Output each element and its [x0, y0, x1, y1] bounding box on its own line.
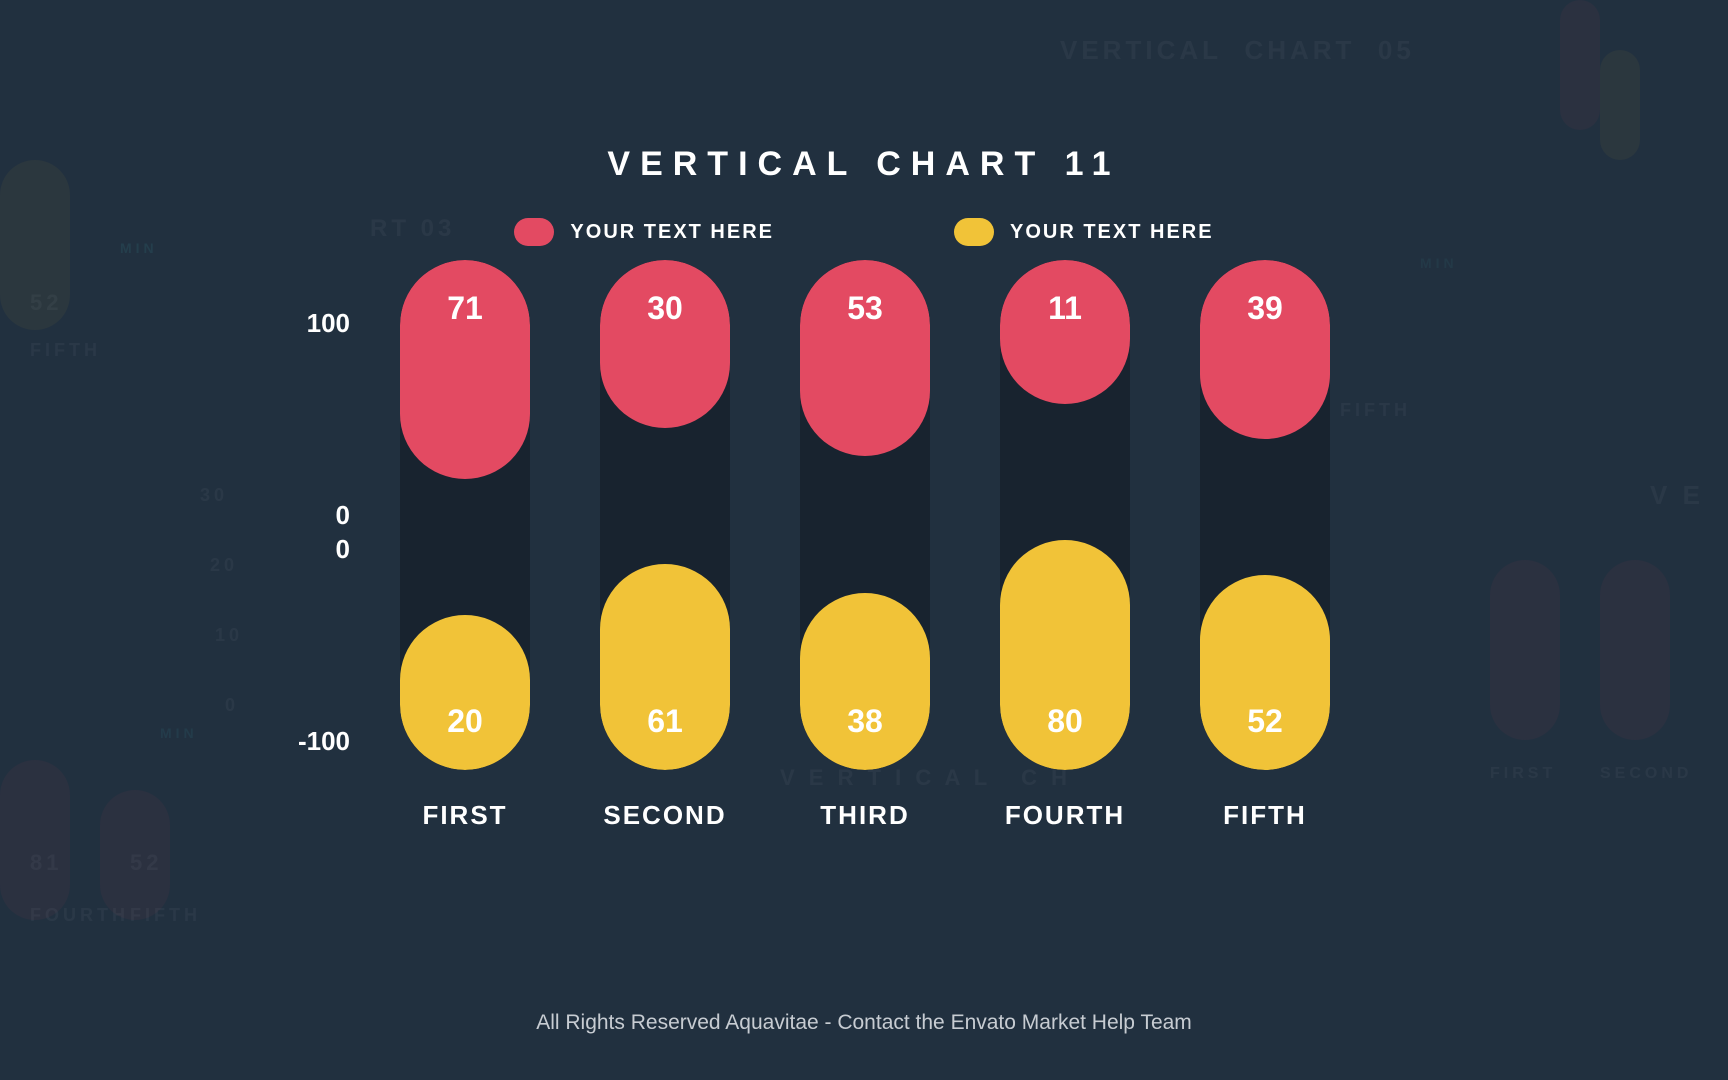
legend-item-series-a: YOUR TEXT HERE [514, 218, 774, 246]
chart-column: 30 61 [600, 260, 730, 770]
legend-item-series-b: YOUR TEXT HERE [954, 218, 1214, 246]
bar-bottom: 80 [1000, 540, 1130, 770]
chart-title: VERTICAL CHART 11 [0, 145, 1728, 184]
bar-bottom: 61 [600, 564, 730, 770]
bar-top: 53 [800, 260, 930, 456]
chart-column: 11 80 [1000, 260, 1130, 770]
column-bottom-clip: 52 [1200, 515, 1330, 770]
column-top-clip: 71 [400, 260, 530, 515]
column-bottom-clip: 20 [400, 515, 530, 770]
column-bottom-clip: 61 [600, 515, 730, 770]
bar-top: 11 [1000, 260, 1130, 404]
x-axis-label: THIRD [800, 800, 930, 831]
y-axis-tick: -100 [280, 726, 350, 757]
bar-top: 71 [400, 260, 530, 479]
legend: YOUR TEXT HERE YOUR TEXT HERE [0, 218, 1728, 246]
x-axis-labels: FIRST SECOND THIRD FOURTH FIFTH [400, 800, 1330, 831]
column-top-clip: 11 [1000, 260, 1130, 515]
legend-label: YOUR TEXT HERE [1010, 221, 1214, 244]
column-bottom-clip: 80 [1000, 515, 1130, 770]
x-axis-label: FOURTH [1000, 800, 1130, 831]
bar-top: 39 [1200, 260, 1330, 439]
stage: VERTICAL CHART 11 YOUR TEXT HERE YOUR TE… [0, 0, 1728, 1080]
column-top-clip: 53 [800, 260, 930, 515]
x-axis-label: FIFTH [1200, 800, 1330, 831]
bar-bottom: 38 [800, 593, 930, 771]
legend-label: YOUR TEXT HERE [570, 221, 774, 244]
legend-swatch [954, 218, 994, 246]
column-top-clip: 39 [1200, 260, 1330, 515]
column-top-clip: 30 [600, 260, 730, 515]
chart-column: 39 52 [1200, 260, 1330, 770]
x-axis-label: SECOND [600, 800, 730, 831]
y-axis-tick: 0 [280, 534, 350, 565]
legend-swatch [514, 218, 554, 246]
column-bottom-clip: 38 [800, 515, 930, 770]
y-axis-tick: 0 [280, 500, 350, 531]
footer-text: All Rights Reserved Aquavitae - Contact … [0, 1011, 1728, 1035]
bar-top: 30 [600, 260, 730, 428]
x-axis-label: FIRST [400, 800, 530, 831]
chart-column: 71 20 [400, 260, 530, 770]
bar-bottom: 20 [400, 615, 530, 770]
y-axis-tick: 100 [280, 308, 350, 339]
chart-area: 71 20 30 61 53 38 11 80 39 52 [400, 260, 1330, 770]
bar-bottom: 52 [1200, 575, 1330, 770]
chart-column: 53 38 [800, 260, 930, 770]
